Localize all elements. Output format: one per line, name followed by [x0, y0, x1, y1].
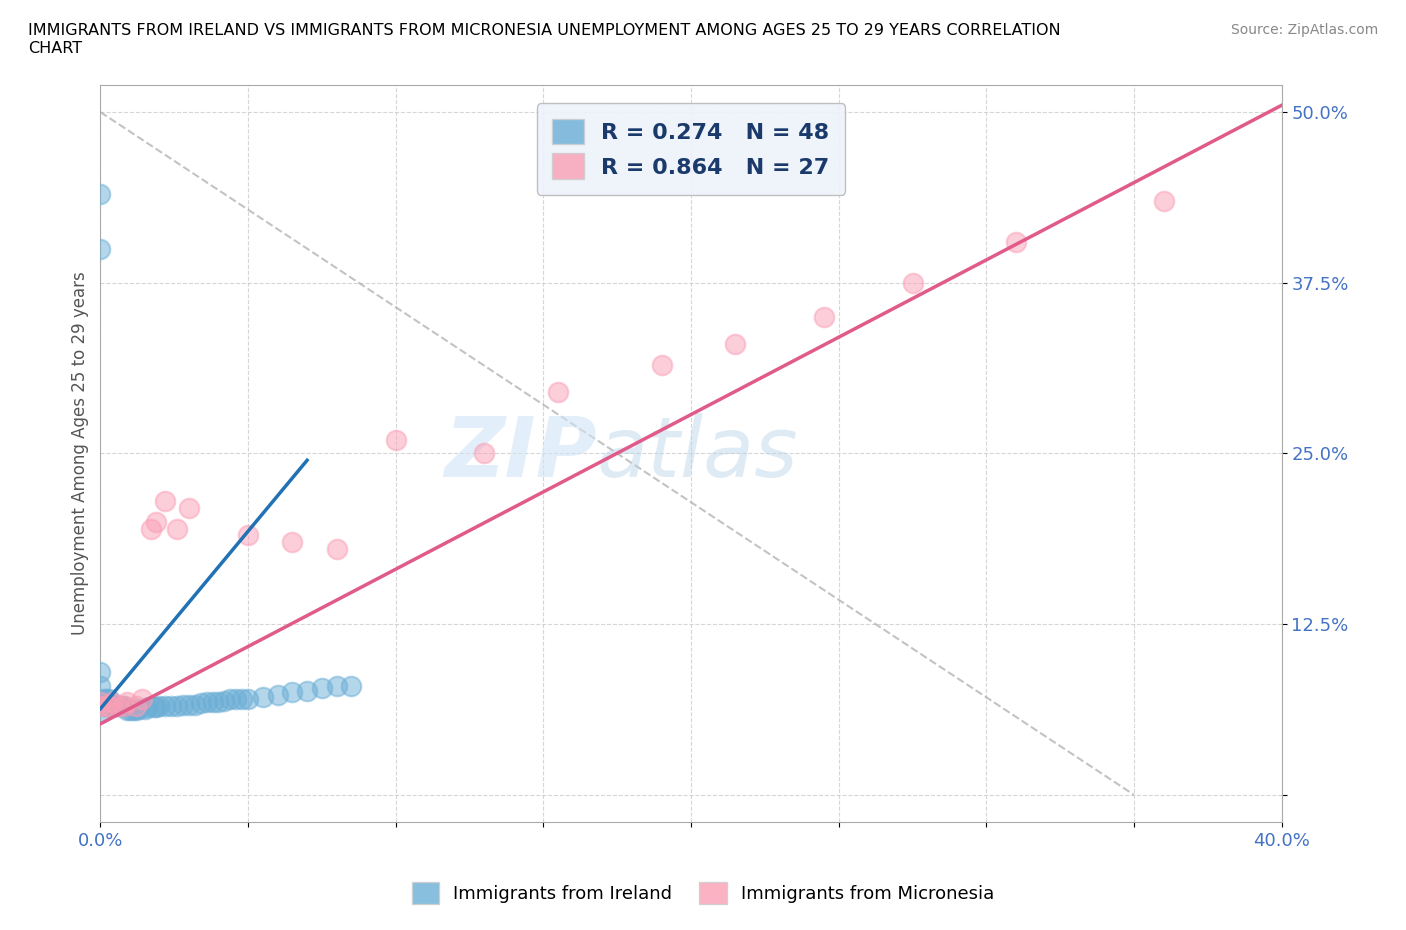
Point — [112, 698, 135, 713]
Point — [155, 698, 177, 713]
Point — [89, 678, 111, 693]
Point — [136, 700, 159, 715]
Point — [89, 241, 111, 256]
Point — [1005, 234, 1028, 249]
Point — [201, 695, 224, 710]
Point — [125, 698, 148, 713]
Point — [219, 692, 242, 707]
Legend: Immigrants from Ireland, Immigrants from Micronesia: Immigrants from Ireland, Immigrants from… — [405, 875, 1001, 911]
Point — [384, 432, 406, 447]
Point — [128, 701, 150, 716]
Point — [89, 695, 111, 710]
Point — [225, 692, 247, 707]
Point — [121, 703, 143, 718]
Point — [325, 678, 347, 693]
Point — [115, 703, 138, 718]
Point — [281, 535, 304, 550]
Point — [901, 275, 924, 290]
Point — [177, 500, 200, 515]
Point — [115, 695, 138, 710]
Point — [98, 698, 121, 713]
Point — [96, 692, 118, 707]
Text: IMMIGRANTS FROM IRELAND VS IMMIGRANTS FROM MICRONESIA UNEMPLOYMENT AMONG AGES 25: IMMIGRANTS FROM IRELAND VS IMMIGRANTS FR… — [28, 23, 1060, 56]
Point — [281, 685, 304, 700]
Point — [311, 681, 333, 696]
Point — [266, 688, 288, 703]
Point — [139, 521, 162, 536]
Point — [98, 692, 121, 707]
Point — [214, 693, 236, 708]
Point — [813, 310, 835, 325]
Point — [89, 706, 111, 721]
Point — [98, 698, 121, 713]
Text: atlas: atlas — [596, 413, 799, 494]
Point — [91, 698, 114, 713]
Point — [650, 357, 672, 372]
Point — [110, 698, 132, 713]
Point — [104, 698, 127, 713]
Point — [207, 695, 229, 710]
Point — [131, 692, 153, 707]
Point — [91, 692, 114, 707]
Point — [172, 698, 194, 712]
Point — [190, 696, 212, 711]
Point — [166, 521, 188, 536]
Text: Source: ZipAtlas.com: Source: ZipAtlas.com — [1230, 23, 1378, 37]
Point — [101, 698, 124, 713]
Point — [125, 703, 148, 718]
Point — [89, 187, 111, 202]
Point — [340, 678, 363, 693]
Point — [472, 446, 495, 461]
Point — [96, 698, 118, 713]
Point — [724, 337, 747, 352]
Point — [145, 514, 167, 529]
Point — [96, 698, 118, 713]
Point — [145, 700, 167, 715]
Point — [101, 695, 124, 710]
Point — [184, 698, 207, 712]
Point — [236, 692, 259, 707]
Point — [112, 698, 135, 713]
Point — [252, 689, 274, 704]
Point — [195, 695, 218, 710]
Point — [148, 698, 170, 713]
Point — [295, 684, 318, 698]
Point — [547, 385, 569, 400]
Point — [155, 494, 177, 509]
Point — [166, 698, 188, 713]
Y-axis label: Unemployment Among Ages 25 to 29 years: Unemployment Among Ages 25 to 29 years — [72, 272, 89, 635]
Point — [107, 698, 129, 713]
Point — [236, 528, 259, 543]
Point — [107, 698, 129, 713]
Point — [134, 701, 156, 716]
Point — [142, 700, 165, 715]
Point — [89, 698, 111, 713]
Point — [89, 665, 111, 680]
Point — [177, 698, 200, 712]
Text: ZIP: ZIP — [444, 413, 596, 494]
Point — [1153, 193, 1175, 208]
Point — [325, 541, 347, 556]
Point — [231, 692, 253, 707]
Legend: R = 0.274   N = 48, R = 0.864   N = 27: R = 0.274 N = 48, R = 0.864 N = 27 — [537, 103, 845, 194]
Point — [160, 698, 183, 713]
Point — [118, 703, 141, 718]
